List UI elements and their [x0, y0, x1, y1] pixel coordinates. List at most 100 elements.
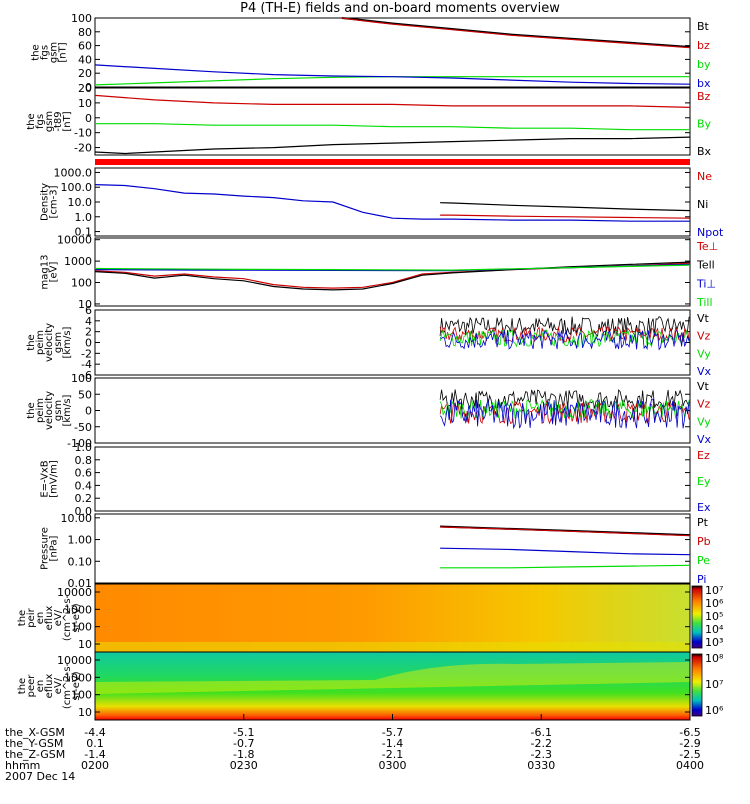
ytick-label: 10000: [57, 234, 92, 247]
ephem-value: -2.5: [679, 748, 701, 761]
ytick-label: 10000: [57, 586, 92, 599]
ephem-label: hhmm: [5, 759, 41, 772]
legend-Tell: Tell: [696, 259, 715, 272]
ephem-value: 0.1: [86, 737, 104, 750]
ytick-label: 60: [78, 40, 92, 53]
legend-By: By: [697, 118, 712, 131]
legend-bx: bx: [697, 77, 711, 90]
ylabel-line: the: [17, 610, 28, 626]
ylabel-line: gsm: [49, 42, 60, 63]
series-Npot: [94, 184, 690, 222]
colorbar-label: 10⁷: [705, 678, 723, 691]
ephem-value: -2.2: [530, 737, 552, 750]
ytick-label: 1000: [64, 671, 92, 684]
ytick-label: 0: [85, 405, 92, 418]
legend-Bx: Bx: [697, 145, 712, 158]
legend-Ey: Ey: [697, 475, 711, 488]
ytick-label: 100: [71, 12, 92, 25]
ylabel-line: (cm^2-s-: [62, 594, 73, 641]
legend-Bt: Bt: [697, 20, 710, 33]
series-Vx: [439, 398, 690, 430]
ephem-label: 2007 Dec 14: [5, 770, 76, 783]
ion-spectrogram: [95, 584, 690, 652]
ytick-label: 2: [85, 326, 92, 339]
ylabel-line: [nPa]: [49, 535, 60, 561]
ylabel-line: [km/s]: [62, 394, 73, 426]
ytick-label: 1.00: [68, 534, 93, 547]
series-Pe: [440, 564, 691, 569]
ylabel-line: the: [31, 44, 42, 60]
series-Bz: [94, 94, 691, 108]
ephem-value: -5.1: [233, 726, 255, 739]
ytick-label: 100: [71, 277, 92, 290]
series-Pi: [440, 547, 691, 556]
colorbar: [691, 653, 703, 717]
electron-spectrogram-feature: [95, 662, 690, 694]
ylabel-line: peim: [35, 330, 46, 355]
legend-Pe: Pe: [697, 554, 710, 567]
colorbar-label: 10⁸: [705, 652, 724, 665]
ylabel-line: eflux: [44, 674, 55, 699]
ytick-label: 40: [78, 53, 92, 66]
colorbar-label: 10⁷: [705, 584, 723, 597]
colorbar-label: 10⁶: [705, 704, 724, 717]
ephem-value: -6.5: [679, 726, 701, 739]
panel-frame: [94, 17, 691, 88]
ytick-label: 6: [85, 304, 92, 317]
ytick-label: 100: [71, 621, 92, 634]
series-Ni: [440, 202, 691, 212]
series-bx: [94, 64, 691, 85]
ephem-value: -1.4: [381, 737, 404, 750]
ephem-value: -2.1: [381, 748, 404, 761]
ephem-value: -1.8: [233, 748, 255, 761]
ytick-label: 10: [78, 97, 92, 110]
ytick-label: 10: [78, 706, 92, 719]
ylabel-line: sr-eV): [71, 603, 82, 632]
ytick-label: 1000.0: [54, 166, 93, 179]
legend-Vx: Vx: [697, 433, 712, 446]
legend-Pb: Pb: [697, 535, 711, 548]
ytick-label: 0: [85, 112, 92, 125]
plot-title: P4 (TH-E) fields and on-board moments ov…: [240, 1, 560, 16]
series-By: [95, 123, 690, 131]
ylabel-line: gsm: [53, 400, 64, 421]
ytick-label: 10: [78, 298, 92, 311]
ephem-value: -1.4: [84, 748, 106, 761]
ytick-label: 0.2: [75, 492, 93, 505]
ylabel-line: fgs: [35, 114, 46, 129]
ylabel-line: sr-eV): [71, 671, 82, 700]
ytick-label: 0.01: [68, 577, 93, 590]
ytick-label: 10: [78, 638, 92, 651]
ephem-value: 0300: [378, 759, 407, 772]
ephem-value: -2.9: [679, 737, 701, 750]
series-Vy: [439, 398, 690, 420]
ylabel-line: [nT]: [62, 111, 73, 131]
series-Vt: [439, 316, 690, 338]
series-Bx: [94, 136, 691, 155]
ylabel-line: [mV/m]: [49, 460, 60, 498]
series-by: [94, 76, 690, 86]
panel-frame: [94, 513, 691, 584]
ytick-label: 100: [71, 689, 92, 702]
ephem-value: -2.3: [530, 748, 552, 761]
ytick-label: 50: [78, 388, 92, 401]
ytick-label: 0.1: [75, 226, 93, 239]
legend-Pi: Pi: [697, 573, 706, 586]
ephem-label: the_Z-GSM: [5, 748, 66, 761]
legend-Vz: Vz: [697, 330, 711, 343]
colorbar-label: 10⁶: [705, 597, 724, 610]
ytick-label: 0.0: [75, 505, 93, 518]
ytick-label: 0.10: [68, 555, 93, 568]
ytick-label: -6: [81, 369, 92, 382]
legend-bz: bz: [697, 39, 710, 52]
ylabel-line: [cm-3]: [49, 185, 60, 218]
ytick-label: 1.0: [75, 211, 93, 224]
ytick-label: 0: [85, 337, 92, 350]
ylabel-line: the: [26, 334, 37, 350]
ylabel-line: the: [26, 113, 37, 129]
ytick-label: 1.0: [75, 441, 93, 454]
panel-frame: [94, 87, 691, 156]
ephem-value: -4.4: [84, 726, 106, 739]
ephem-value: 0330: [527, 759, 556, 772]
series-Bt: [341, 17, 691, 48]
